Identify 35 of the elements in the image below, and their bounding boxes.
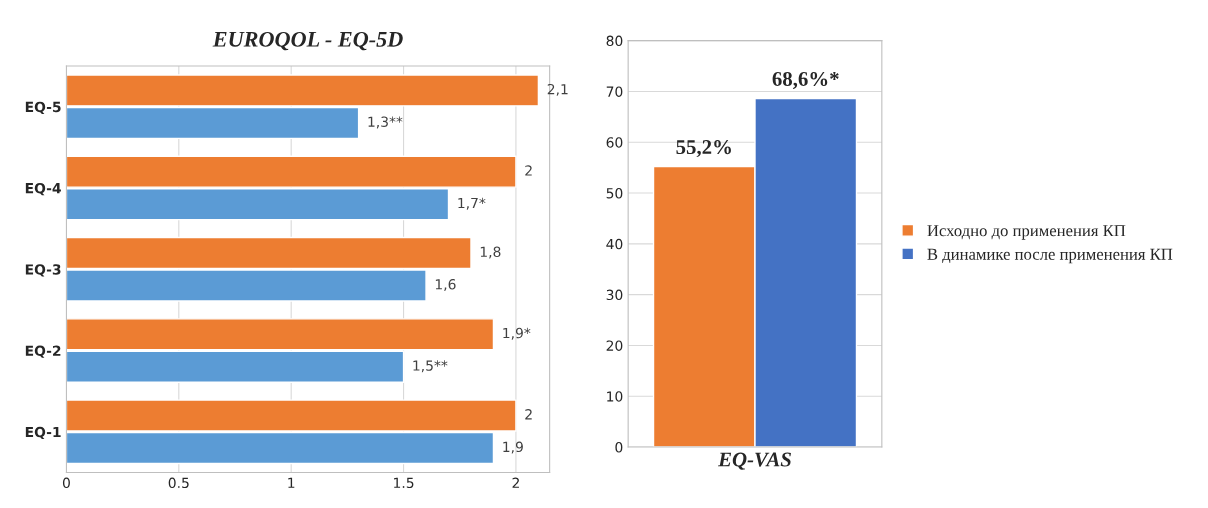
y-tick-label: EQ-1 <box>25 426 61 440</box>
y-tick-label: 0 <box>615 442 623 453</box>
data-label: 2,1 <box>547 83 568 96</box>
y-tick-label: 20 <box>606 340 623 351</box>
x-tick-label: 2 <box>512 477 519 488</box>
y-tick-label: 10 <box>607 391 623 402</box>
x-tick-label: 1 <box>288 477 295 488</box>
data-label: 1,8 <box>480 246 501 259</box>
data-label: 2 <box>525 409 532 420</box>
chart-title: EUROQOL - EQ-5D <box>212 31 403 51</box>
y-tick-label: 40 <box>606 238 623 250</box>
data-label: 1,9 <box>503 441 523 454</box>
y-tick-label: EQ-5 <box>25 101 61 114</box>
data-label: 2 <box>525 165 532 176</box>
data-label: 1,6 <box>435 279 456 291</box>
data-label: 1,3** <box>368 116 403 129</box>
data-label: 1,7* <box>458 197 486 210</box>
y-tick-label: 50 <box>606 188 623 199</box>
y-tick-label: 60 <box>606 137 623 148</box>
data-label: 68,6%* <box>772 71 839 90</box>
legend-label: Исходно до применения КП <box>927 225 1126 240</box>
legend-label: В динамике после применения КП <box>927 248 1173 264</box>
x-tick-label: 0 <box>62 477 70 489</box>
data-label: 1,9* <box>503 327 531 340</box>
y-tick-label: 70 <box>606 86 623 97</box>
y-tick-label: EQ-3 <box>25 264 61 277</box>
x-tick-label: 1.5 <box>394 477 414 489</box>
data-label: 55,2% <box>676 140 731 158</box>
x-tick-label: EQ-VAS <box>717 452 791 470</box>
y-tick-label: EQ-4 <box>25 182 61 196</box>
y-tick-label: EQ-2 <box>25 345 61 358</box>
y-tick-label: 80 <box>606 35 623 47</box>
data-label: 1,5** <box>413 360 448 373</box>
x-tick-label: 0.5 <box>168 477 189 489</box>
y-tick-label: 30 <box>606 289 623 301</box>
